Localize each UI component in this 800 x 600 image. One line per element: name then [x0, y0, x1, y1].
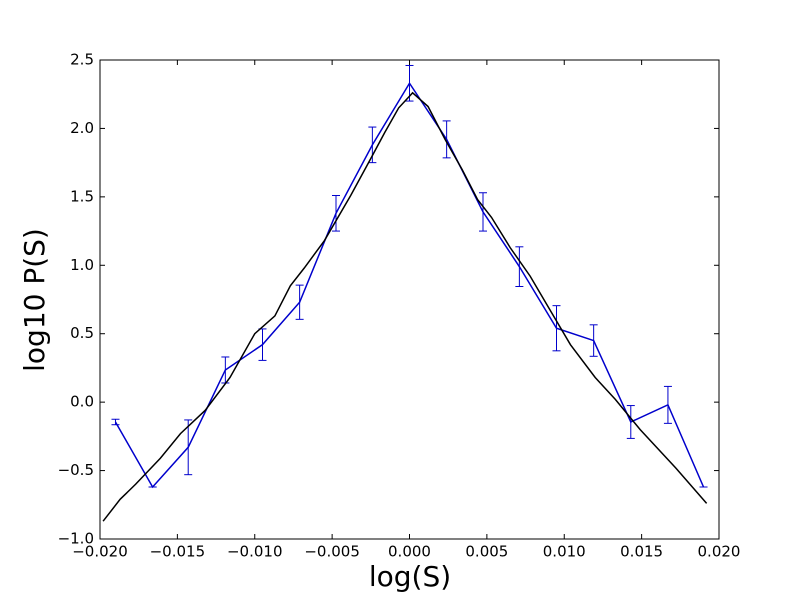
x-tick-label: −0.010	[227, 543, 283, 561]
y-tick-label: 2.0	[70, 119, 94, 137]
x-tick-label: −0.005	[304, 543, 360, 561]
x-tick-label: −0.020	[72, 543, 128, 561]
y-tick-label: −0.5	[58, 461, 94, 479]
y-tick-label: 0.5	[70, 324, 94, 342]
data-line	[102, 91, 708, 522]
y-tick-label: 1.5	[70, 187, 94, 205]
y-tick-label: −1.0	[58, 530, 94, 548]
x-tick-label: 0.005	[465, 543, 508, 561]
y-tick-label: 0.0	[70, 393, 94, 411]
x-tick-label: 0.000	[388, 543, 431, 561]
y-tick-label: 1.0	[70, 256, 94, 274]
x-tick-label: 0.020	[698, 543, 741, 561]
y-axis-label: log10 P(S)	[18, 228, 51, 372]
x-axis-label: log(S)	[369, 560, 451, 593]
x-tick-label: 0.015	[620, 543, 663, 561]
y-tick-label: 2.5	[70, 51, 94, 69]
plot-frame	[99, 59, 720, 540]
x-tick-label: −0.015	[150, 543, 206, 561]
x-tick-label: 0.010	[543, 543, 586, 561]
